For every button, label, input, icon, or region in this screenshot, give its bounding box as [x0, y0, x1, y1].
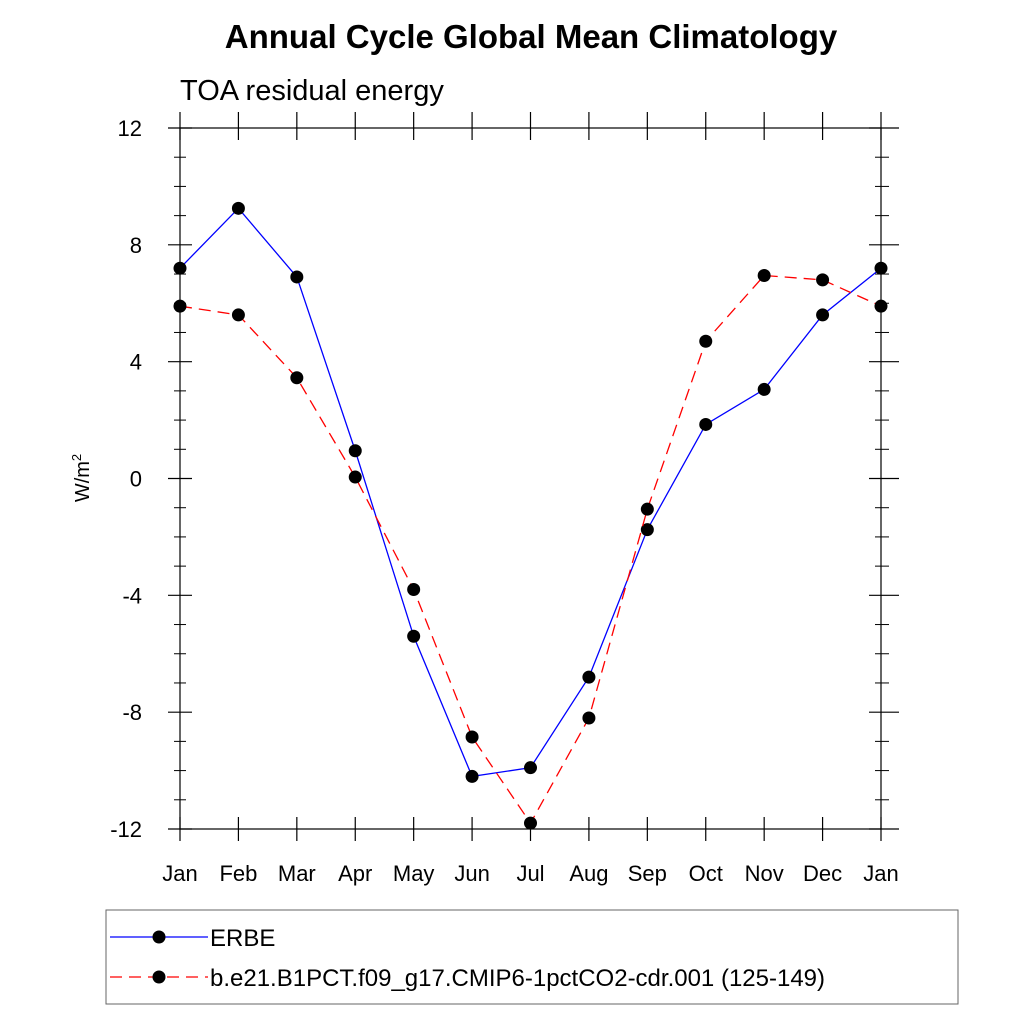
- data-point: [465, 769, 479, 783]
- ticks-layer: [168, 112, 899, 841]
- series-line: [179, 274, 882, 825]
- chart-subtitle: TOA residual energy: [180, 75, 444, 107]
- plot-frame: [179, 127, 882, 830]
- y-axis-label: W/m2: [69, 454, 94, 502]
- series-layer: [173, 201, 888, 830]
- legend: ERBE b.e21.B1PCT.f09_g17.CMIP6-1pctCO2-cd…: [110, 925, 825, 992]
- data-point: [816, 308, 830, 322]
- data-point: [640, 523, 654, 537]
- y-tick-label: -8: [122, 700, 142, 725]
- data-point: [699, 417, 713, 431]
- legend-marker: [152, 970, 166, 984]
- data-point: [231, 308, 245, 322]
- data-point: [524, 816, 537, 830]
- y-tick-label: 0: [130, 467, 142, 492]
- y-tick-label: 12: [118, 116, 142, 141]
- x-tick-label: Dec: [803, 861, 842, 886]
- chart-title: Annual Cycle Global Mean Climatology: [225, 18, 838, 55]
- data-point: [699, 334, 713, 348]
- data-point: [524, 761, 537, 775]
- x-tick-label: Feb: [219, 861, 257, 886]
- data-point: [290, 371, 304, 385]
- y-tick-label: 8: [130, 233, 142, 258]
- x-tick-label: Jan: [162, 861, 197, 886]
- x-tick-label: Jul: [516, 861, 544, 886]
- data-point: [407, 582, 421, 596]
- data-point: [348, 470, 362, 484]
- x-tick-label: May: [393, 861, 435, 886]
- data-point: [348, 444, 362, 458]
- y-tick-labels: 12 8 4 0 -4 -8 -12: [110, 116, 142, 842]
- data-point: [757, 269, 771, 283]
- legend-box: [105, 909, 959, 1005]
- data-point: [582, 711, 596, 725]
- data-point: [465, 730, 479, 744]
- legend-marker: [152, 930, 166, 944]
- y-axis-label-superscript: 2: [69, 454, 84, 461]
- data-point: [407, 629, 421, 643]
- data-point: [290, 270, 304, 284]
- x-tick-label: Apr: [338, 861, 372, 886]
- x-tick-label: Jun: [454, 861, 489, 886]
- x-tick-label: Nov: [745, 861, 784, 886]
- x-tick-label: Jan: [863, 861, 898, 886]
- x-tick-label: Oct: [689, 861, 723, 886]
- y-tick-label: -12: [110, 817, 142, 842]
- data-point: [582, 670, 596, 684]
- series-1: [173, 201, 888, 783]
- x-tick-labels: Jan Feb Mar Apr May Jun Jul Aug Sep Oct Nov Dec Jan: [162, 861, 898, 886]
- x-tick-label: Sep: [628, 861, 667, 886]
- data-point: [816, 273, 830, 287]
- y-tick-label: 4: [130, 350, 142, 375]
- x-tick-label: Mar: [278, 861, 316, 886]
- data-point: [757, 382, 771, 396]
- legend-label: ERBE: [210, 925, 275, 952]
- legend-item-1: ERBE: [110, 925, 275, 952]
- legend-label: b.e21.B1PCT.f09_g17.CMIP6-1pctCO2-cdr.00…: [210, 965, 825, 992]
- series-2: [173, 269, 888, 830]
- y-axis-label-text: W/m: [72, 461, 94, 502]
- y-tick-label: -4: [122, 583, 142, 608]
- legend-item-2: b.e21.B1PCT.f09_g17.CMIP6-1pctCO2-cdr.00…: [110, 965, 825, 992]
- data-point: [231, 201, 245, 215]
- series-line: [179, 207, 882, 778]
- x-tick-label: Aug: [569, 861, 608, 886]
- data-point: [640, 502, 654, 516]
